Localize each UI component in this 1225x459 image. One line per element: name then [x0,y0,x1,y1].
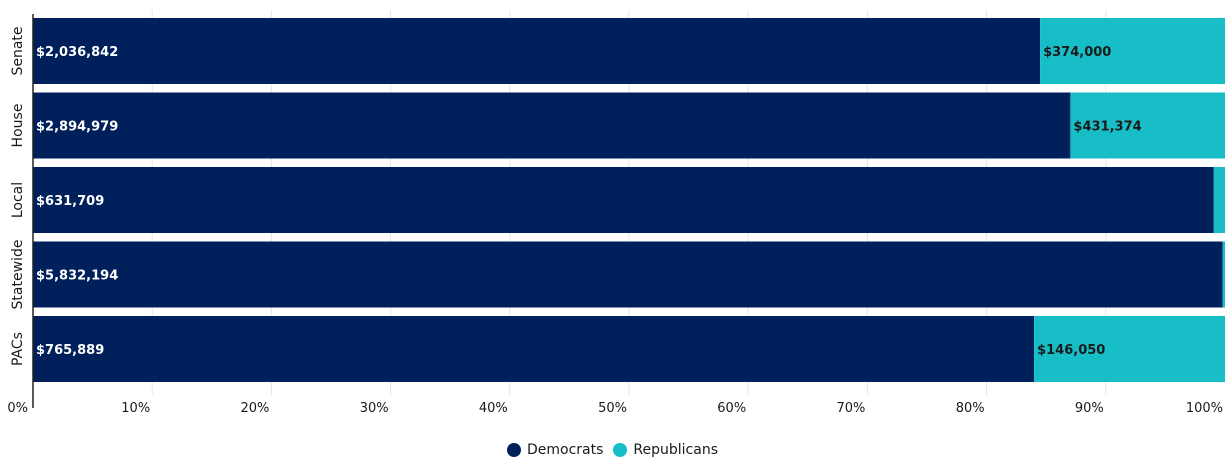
bar-republicans-local [1213,167,1225,233]
bar-democrats-local [33,167,1214,233]
x-tick-label: 30% [360,401,389,416]
category-label-statewide: Statewide [10,240,26,310]
data-label-democrats-house: $2,894,979 [36,120,118,135]
x-tick-label: 60% [717,401,746,416]
bars [33,18,1225,382]
legend-marker-republicans [613,443,628,457]
bar-republicans-senate [1040,18,1225,84]
category-labels: Senate House Local Statewide PACs [10,26,26,366]
data-label-democrats-local: $631,709 [36,194,104,209]
x-tick-label: 10% [121,401,150,416]
data-labels: $2,036,842 $374,000 $2,894,979 $431,374 $631… [36,45,1142,358]
legend-label-republicans: Republicans [633,442,718,458]
bar-democrats-statewide [33,241,1223,308]
legend-marker-democrats [506,443,521,457]
x-tick-label: 20% [240,401,269,416]
bar-republicans-statewide [1222,241,1225,308]
legend-item-democrats: Democrats [506,442,604,458]
bar-democrats-senate [33,18,1041,84]
legend-label-democrats: Democrats [526,442,604,458]
x-tick-label: 50% [598,401,627,416]
bar-democrats-pacs [33,316,1035,382]
x-tick-label: 100% [1186,401,1223,416]
category-label-local: Local [10,182,26,218]
x-tick-label: 70% [836,401,865,416]
bar-democrats-house [33,92,1071,159]
x-tick-label: 0% [7,401,28,416]
data-label-democrats-statewide: $5,832,194 [36,269,118,284]
data-label-republicans-house: $431,374 [1073,120,1141,135]
stacked-bar-chart: $2,036,842 $374,000 $2,894,979 $431,374 $631… [7,10,1225,416]
x-tick-label: 90% [1075,401,1104,416]
data-label-republicans-senate: $374,000 [1043,45,1111,60]
x-axis-ticks: 0% 10% 20% 30% 40% 50% 60% 70% 80% 90% 100% [7,401,1223,416]
data-label-republicans-pacs: $146,050 [1037,343,1105,358]
category-label-house: House [10,104,26,148]
legend-item-republicans: Republicans [613,442,718,458]
x-tick-label: 80% [956,401,985,416]
legend: Democrats Republicans [0,441,1225,459]
bar-republicans-pacs [1034,316,1225,382]
category-label-senate: Senate [10,26,26,75]
data-label-democrats-senate: $2,036,842 [36,45,118,60]
data-label-democrats-pacs: $765,889 [36,343,104,358]
bar-republicans-house [1070,92,1225,159]
x-tick-label: 40% [479,401,508,416]
category-label-pacs: PACs [10,332,26,366]
